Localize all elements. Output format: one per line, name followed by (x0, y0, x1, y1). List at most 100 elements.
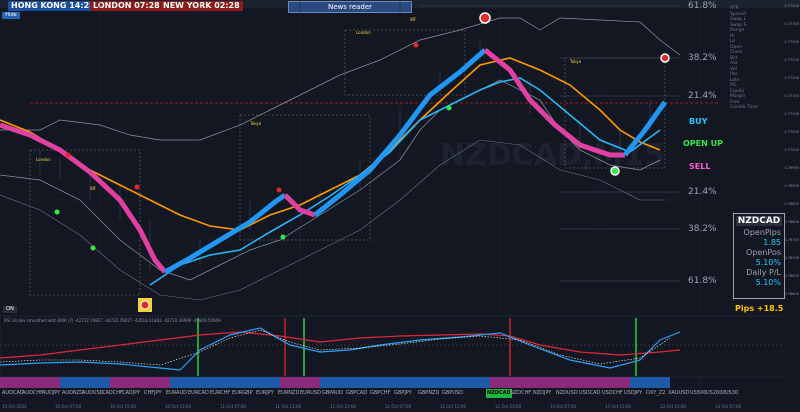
news-reader-button[interactable]: News reader (288, 1, 412, 13)
buy-signal-label: BUY (689, 117, 708, 126)
symbol-tab[interactable]: EURNZD (278, 390, 300, 396)
sell-dot (134, 184, 140, 190)
info-row: Free (730, 99, 740, 105)
symbol-tab[interactable]: XAUUSD (668, 390, 690, 396)
symbol-tab[interactable]: NZDJPY (533, 390, 552, 396)
symbol-tab[interactable]: CADCHF (102, 390, 123, 396)
time-label: 13 Oct 23:00 (660, 404, 687, 409)
session-box (344, 29, 466, 96)
time-label: 11 Oct 23:00 (330, 404, 357, 409)
uptrend-ribbon (623, 100, 668, 157)
open-pos-label: OpenPos (746, 248, 781, 257)
open-pips-value: 1.85 (763, 238, 781, 247)
open-up-signal-label: OPEN UP (683, 139, 723, 148)
downtrend-ribbon (0, 122, 167, 274)
info-row: Pos (730, 72, 738, 77)
symbol-tab[interactable]: USDCAD (579, 390, 601, 396)
time-label: 10 Oct 07:00 (55, 404, 82, 409)
open-pos-value: 5.10% (755, 258, 781, 267)
symbol-tab[interactable]: AUDNZD (62, 390, 84, 396)
svg-text:NZDCAD,M15: NZDCAD,M15 (440, 138, 665, 173)
time-label: 10 Oct 15:00 (110, 404, 137, 409)
session-label: London (356, 30, 371, 35)
oscillator-red (0, 331, 681, 359)
price-label: 0.77100 (784, 112, 799, 116)
countdown-label: Candle Time (730, 105, 759, 110)
symbol-tabs: AUDCAD AUDCHF AUDJPY AUDNZD AUDUSD CADCH… (0, 389, 800, 398)
price-label: 0.77250 (784, 58, 799, 62)
symbol-tab[interactable]: AUDJPY (42, 390, 61, 396)
info-row: Lo (730, 39, 736, 44)
buy-dot (446, 105, 452, 111)
time-axis: 10 Oct 2022 10 Oct 07:00 10 Oct 15:00 10… (0, 402, 800, 412)
price-label: 0.76850 (784, 202, 799, 206)
symbol-tab[interactable]: EURCHF (210, 390, 231, 396)
session-label: Tokyo (570, 59, 582, 64)
time-label: 10 Oct 23:00 (165, 404, 192, 409)
symbol-tab[interactable]: GBPCAD (346, 390, 368, 396)
symbol-tab[interactable]: US30 (725, 390, 739, 396)
symbol-tab[interactable]: EURJPY (256, 390, 274, 396)
info-row: Bid (730, 55, 738, 61)
symbol-tab-active[interactable]: NZDCAD (486, 389, 512, 398)
indicator-label: RSI 14 dev smoothed with EMA (7) -42722.… (4, 318, 221, 323)
price-label: 0.76650 (784, 274, 799, 278)
pips-total: Pips +18.5 (735, 304, 784, 313)
fib-level: 38.2% (688, 224, 717, 234)
fib-level: 61.8% (688, 276, 717, 286)
fib-level: 61.8% (688, 1, 717, 11)
time-label: 14 Oct 07:00 (715, 404, 742, 409)
symbol-tab[interactable]: CHFJPY (144, 390, 162, 396)
price-axis: 0.77400 0.77350 0.77300 0.77250 0.77200 … (782, 0, 800, 400)
symbol-tab[interactable]: EURUSD (300, 390, 321, 396)
symbol-tab[interactable]: EURCAD (188, 390, 209, 396)
price-label: 0.77000 (784, 148, 799, 152)
buy-dot (90, 245, 96, 251)
price-label: 0.77350 (784, 22, 799, 26)
fast-ma-line (149, 77, 661, 286)
account-info-panel: ATR Spread Swap L Swap S Range Hi Lo Ope… (730, 6, 782, 126)
symbol-tab[interactable]: AUDCHF (22, 390, 44, 396)
session-label: WF (410, 17, 417, 22)
hide-button[interactable]: Hide (2, 12, 20, 19)
daily-pl-label: Daily P/L (746, 268, 781, 277)
session-london: LONDON 07:28 (90, 1, 163, 11)
symbol-tab[interactable]: US2000 (706, 390, 726, 396)
symbol-tab[interactable]: GBPCHF (370, 390, 391, 396)
fib-level: 21.4% (688, 187, 717, 197)
symbol-tab[interactable]: DXY_Z2 (646, 390, 666, 396)
oscillator-blue (0, 327, 681, 371)
symbol-tab[interactable]: GBPNZD (418, 390, 440, 396)
symbol-tab[interactable]: NZDCHF (510, 390, 532, 396)
symbol-tab[interactable]: AUDCAD (2, 390, 24, 396)
symbol-tab[interactable]: CADJPY (122, 390, 141, 396)
symbol-tab[interactable]: USDJPY (624, 390, 643, 396)
fib-level: 38.2% (688, 53, 717, 63)
symbol-tab[interactable]: US500 (690, 390, 707, 396)
symbol-tab[interactable]: GBPUSD (442, 390, 464, 396)
symbol-tab[interactable]: NZDUSD (556, 390, 578, 396)
symbol-tab[interactable]: GBPAUD (322, 390, 343, 396)
open-pips-label: OpenPips (743, 228, 781, 237)
price-label: 0.76600 (784, 292, 799, 296)
sell-dot (413, 42, 419, 48)
symbol-tab[interactable]: USDCHF (602, 390, 623, 396)
target-dot (610, 166, 620, 176)
sell-dot (65, 152, 71, 158)
symbol-tab[interactable]: EURGBP (232, 390, 253, 396)
time-label: 12 Oct 23:00 (495, 404, 522, 409)
price-label: 0.77150 (784, 94, 799, 98)
uptrend-ribbon (163, 192, 287, 275)
target-dot (479, 12, 491, 24)
time-label: 12 Oct 15:00 (440, 404, 467, 409)
symbol-tab[interactable]: EURAUD (166, 390, 188, 396)
buy-dot (54, 209, 60, 215)
price-label: 0.77300 (784, 40, 799, 44)
price-label: 0.76700 (784, 256, 799, 260)
sell-signal-label: SELL (689, 162, 711, 171)
symbol-tab[interactable]: AUDUSD (82, 390, 104, 396)
on-toggle-button[interactable]: ON (3, 306, 17, 313)
pair-panel: NZDCAD OpenPips 1.85 OpenPos 5.10% Daily… (733, 213, 785, 299)
symbol-tab[interactable]: GBPJPY (394, 390, 412, 396)
price-chart[interactable]: NZDCAD,M15 (0, 0, 782, 400)
